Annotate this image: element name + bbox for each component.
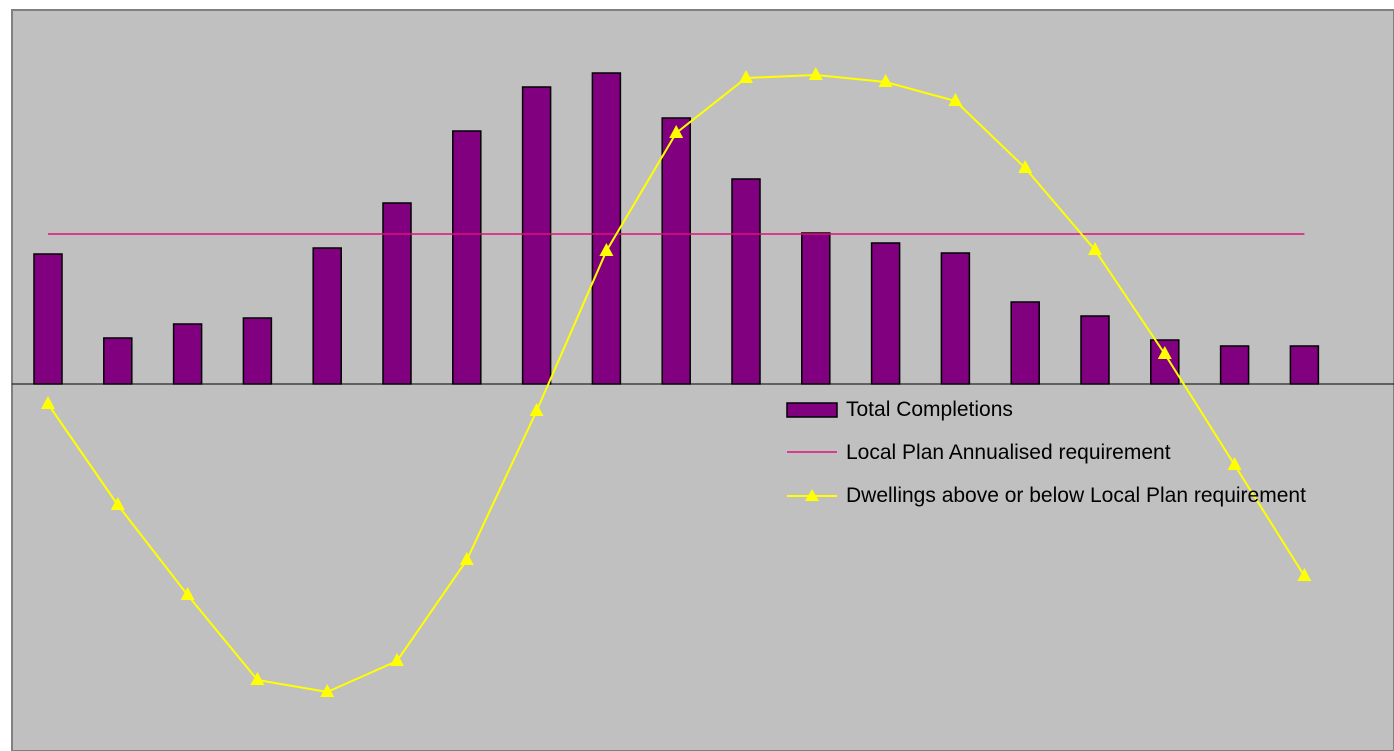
dwellings-marker-11 bbox=[739, 70, 753, 83]
bar-total-completions-14 bbox=[940, 252, 971, 385]
dwellings-marker-7 bbox=[459, 552, 474, 565]
bar-total-completions-7 bbox=[452, 130, 482, 385]
bar-total-completions-19 bbox=[1289, 345, 1320, 385]
dwellings-marker-10 bbox=[669, 125, 684, 138]
dwellings-marker-4 bbox=[250, 672, 265, 685]
bar-total-completions-12 bbox=[801, 232, 831, 385]
bar-total-completions-8 bbox=[521, 86, 552, 385]
dwellings-marker-5 bbox=[320, 684, 335, 697]
dwellings-marker-14 bbox=[948, 93, 963, 106]
dwellings-marker-1 bbox=[41, 396, 55, 409]
legend: Total Completions Local Plan Annualised … bbox=[786, 398, 1306, 507]
dwellings-marker-15 bbox=[1018, 160, 1033, 173]
dwellings-marker-16 bbox=[1088, 242, 1102, 255]
legend-label-requirement: Local Plan Annualised requirement bbox=[846, 441, 1171, 464]
bar-total-completions-1 bbox=[33, 253, 63, 385]
dwellings-marker-9 bbox=[599, 243, 614, 256]
dwellings-marker-12 bbox=[808, 67, 823, 80]
bar-total-completions-16 bbox=[1080, 315, 1110, 385]
bar-total-completions-3 bbox=[172, 323, 203, 385]
bar-total-completions-2 bbox=[103, 337, 133, 385]
bar-total-completions-5 bbox=[312, 247, 342, 385]
legend-swatch-total-completions bbox=[786, 402, 838, 418]
dwellings-marker-3 bbox=[180, 587, 195, 600]
bar-total-completions-9 bbox=[591, 72, 622, 385]
dwellings-marker-8 bbox=[529, 403, 544, 416]
legend-label-total-completions: Total Completions bbox=[846, 398, 1013, 421]
bar-total-completions-10 bbox=[661, 117, 691, 385]
dwellings-marker-19 bbox=[1297, 568, 1312, 581]
dwellings-marker-6 bbox=[390, 653, 404, 666]
line-series bbox=[41, 67, 1312, 697]
dwellings-marker-2 bbox=[110, 497, 125, 510]
plot-area bbox=[11, 9, 1394, 751]
dwellings-marker-17 bbox=[1157, 346, 1172, 359]
bar-series bbox=[33, 72, 1320, 385]
bar-total-completions-18 bbox=[1219, 345, 1250, 385]
bar-total-completions-13 bbox=[870, 242, 901, 385]
legend-label-dwellings: Dwellings above or below Local Plan requ… bbox=[846, 484, 1306, 507]
dwellings-marker-18 bbox=[1227, 457, 1242, 470]
bar-total-completions-15 bbox=[1010, 301, 1040, 385]
bar-total-completions-11 bbox=[731, 178, 761, 385]
legend-marker-dwellings bbox=[805, 489, 819, 501]
bar-total-completions-4 bbox=[242, 317, 273, 385]
dwellings-marker-13 bbox=[878, 74, 893, 87]
bar-total-completions-6 bbox=[382, 202, 412, 385]
